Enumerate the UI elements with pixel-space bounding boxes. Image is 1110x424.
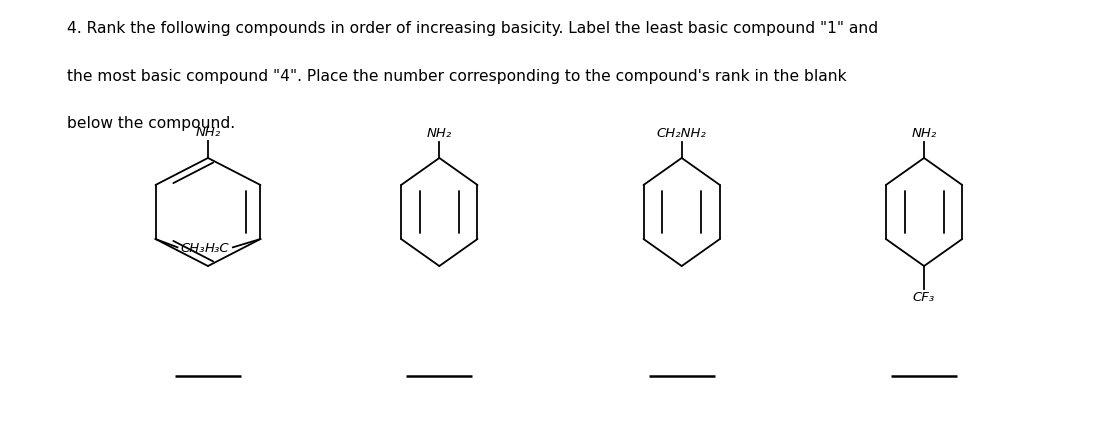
Text: 4. Rank the following compounds in order of increasing basicity. Label the least: 4. Rank the following compounds in order… (67, 21, 878, 36)
Text: H₃C: H₃C (205, 242, 230, 255)
Text: NH₂: NH₂ (195, 126, 221, 139)
Text: the most basic compound "4". Place the number corresponding to the compound's ra: the most basic compound "4". Place the n… (67, 69, 847, 84)
Text: NH₂: NH₂ (426, 127, 452, 140)
Text: NH₂: NH₂ (911, 127, 937, 140)
Text: below the compound.: below the compound. (67, 117, 235, 131)
Text: CF₃: CF₃ (912, 291, 936, 304)
Text: CH₂NH₂: CH₂NH₂ (657, 127, 707, 140)
Text: CH₃: CH₃ (181, 242, 205, 255)
